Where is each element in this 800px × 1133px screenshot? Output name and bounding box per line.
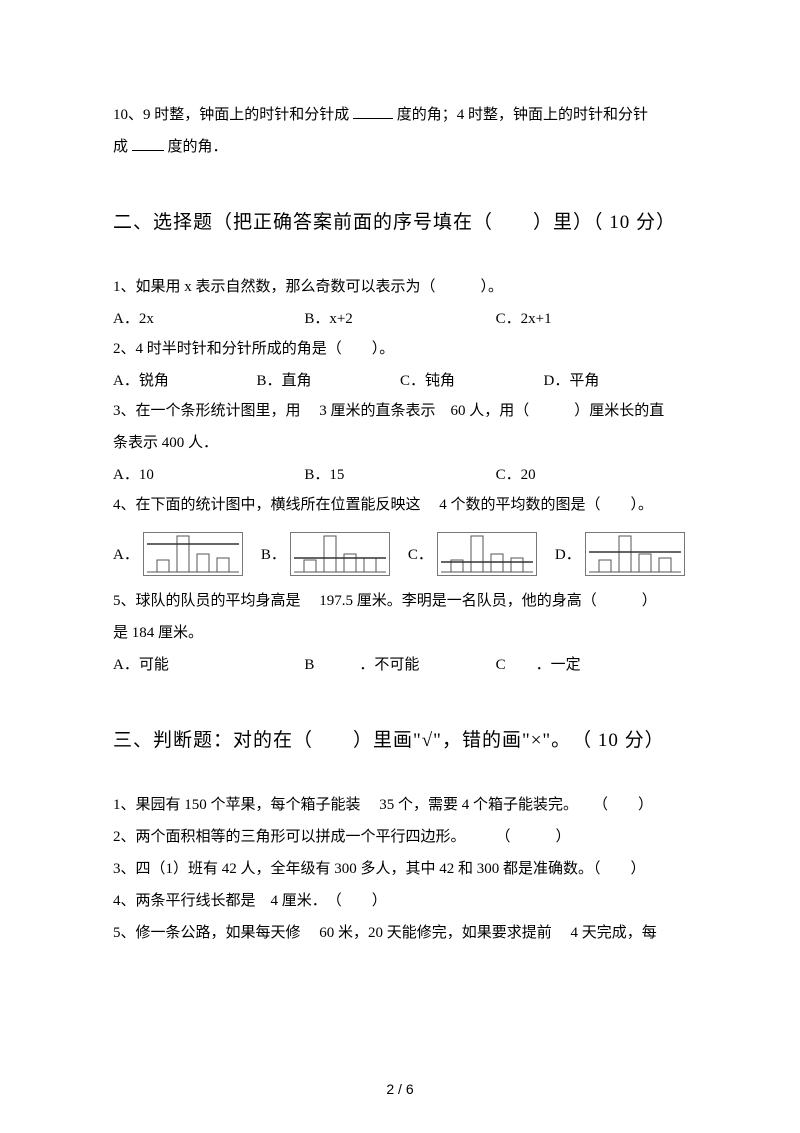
s2-q3-a: A．10 <box>113 460 304 490</box>
s2-q3-l1: 3、在一个条形统计图里，用 3 厘米的直条表示 60 人，用（ ）厘米长的直 <box>113 396 687 426</box>
s3-q2: 2、两个面积相等的三角形可以拼成一个平行四边形。 （ ） <box>113 822 687 852</box>
s2-q5-c: C ．一定 <box>496 650 687 680</box>
s3-q1: 1、果园有 150 个苹果，每个箱子能装 35 个，需要 4 个箱子能装完。 （… <box>113 790 687 820</box>
q10-line1: 10、9 时整，钟面上的时针和分针成 度的角；4 时整，钟面上的时针和分针 <box>113 100 687 130</box>
s2-q2-opts: A．锐角 B．直角 C．钝角 D．平角 <box>113 366 687 396</box>
s2-q5-b: B ．不可能 <box>304 650 495 680</box>
s2-q1-a: A．2x <box>113 304 304 334</box>
s2-q3-b: B．15 <box>304 460 495 490</box>
s2-q3-c: C．20 <box>496 460 687 490</box>
chart-B-label: B． <box>261 540 286 576</box>
s2-q5-opts: A．可能 B ．不可能 C ．一定 <box>113 650 687 680</box>
s2-q2: 2、4 时半时针和分针所成的角是（ ）。 <box>113 334 687 364</box>
chart-D <box>585 532 685 576</box>
chart-B-block: B． <box>261 532 390 576</box>
chart-C-block: C． <box>408 532 537 576</box>
q10-text-c: 成 <box>113 139 128 155</box>
q10-text-a: 10、9 时整，钟面上的时针和分针成 <box>113 107 349 123</box>
chart-B <box>290 532 390 576</box>
q10-text-b: 度的角；4 时整，钟面上的时针和分针 <box>397 107 648 123</box>
chart-A-label: A． <box>113 540 139 576</box>
s2-q2-c: C．钝角 <box>400 366 544 396</box>
chart-D-label: D． <box>555 540 581 576</box>
s2-q4-charts: A． B． C． D． <box>113 532 687 576</box>
q10-line2: 成 度的角． <box>113 132 687 162</box>
chart-A-block: A． <box>113 532 243 576</box>
s2-q3-opts: A．10 B．15 C．20 <box>113 460 687 490</box>
s3-q4: 4、两条平行线长都是 4 厘米． （ ） <box>113 886 687 916</box>
s2-q4: 4、在下面的统计图中，横线所在位置能反映这 4 个数的平均数的图是（ ）。 <box>113 490 687 520</box>
chart-C-label: C． <box>408 540 433 576</box>
q10-text-d: 度的角． <box>168 139 228 155</box>
s2-q1: 1、如果用 x 表示自然数，那么奇数可以表示为（ ）。 <box>113 272 687 302</box>
s3-q3: 3、四（1）班有 42 人，全年级有 300 多人，其中 42 和 300 都是… <box>113 854 687 884</box>
chart-D-block: D． <box>555 532 685 576</box>
page: 10、9 时整，钟面上的时针和分针成 度的角；4 时整，钟面上的时针和分针 成 … <box>0 0 800 1133</box>
blank <box>353 103 393 119</box>
chart-A <box>143 532 243 576</box>
s2-q5-l2: 是 184 厘米。 <box>113 618 687 648</box>
s2-q1-c: C．2x+1 <box>496 304 687 334</box>
s2-q2-b: B．直角 <box>257 366 401 396</box>
chart-C <box>437 532 537 576</box>
s2-q1-b: B．x+2 <box>304 304 495 334</box>
section3-title: 三、判断题：对的在（ ）里画"√"，错的画"×"。 （ 10 分） <box>113 720 687 762</box>
page-footer: 2 / 6 <box>0 1075 800 1103</box>
section2-title: 二、选择题（把正确答案前面的序号填在（ ）里）（ 10 分） <box>113 202 687 244</box>
s2-q2-a: A．锐角 <box>113 366 257 396</box>
s2-q1-opts: A．2x B．x+2 C．2x+1 <box>113 304 687 334</box>
blank <box>132 135 164 151</box>
s2-q5-l1: 5、球队的队员的平均身高是 197.5 厘米。李明是一名队员，他的身高（ ） <box>113 586 687 616</box>
s2-q2-d: D．平角 <box>544 366 688 396</box>
s2-q5-a: A．可能 <box>113 650 304 680</box>
s3-q5: 5、修一条公路，如果每天修 60 米，20 天能修完，如果要求提前 4 天完成，… <box>113 918 687 948</box>
s2-q3-l2: 条表示 400 人． <box>113 428 687 458</box>
